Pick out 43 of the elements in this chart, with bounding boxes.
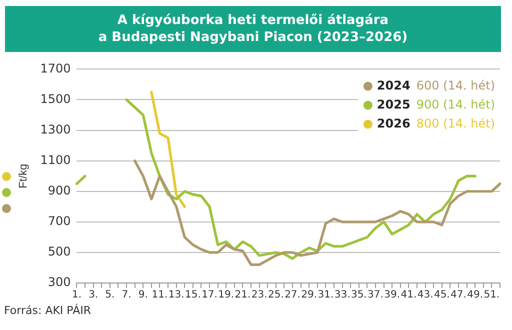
- x-tick-label: 19.: [218, 290, 234, 301]
- x-tick-label: 37.: [368, 290, 384, 301]
- chart-title: A kígyóuborka heti termelői átlagára a Budapesti Nagybani Piacon (2023–2026): [5, 6, 501, 52]
- x-tick-label: 11.: [152, 290, 168, 301]
- x-tick-label: 9.: [138, 290, 148, 301]
- x-tick-label: 31.: [318, 290, 334, 301]
- x-tick-label: 7.: [122, 290, 132, 301]
- y-tick-label: 700: [48, 214, 71, 228]
- x-tick-label: 49.: [467, 290, 484, 301]
- y-axis-title: Ft/kg: [18, 164, 30, 188]
- x-tick-label: 47.: [450, 290, 466, 301]
- x-tick-label: 33.: [334, 290, 350, 301]
- x-tick-label: 1.: [72, 290, 82, 301]
- legend-label: 2026: [376, 116, 410, 130]
- x-tick-label: 51.: [484, 290, 500, 301]
- y-tick-label: 1700: [40, 61, 71, 76]
- x-tick-label: 41.: [400, 290, 417, 301]
- x-tick-label: 17.: [202, 290, 218, 301]
- legend-label: 2024: [376, 78, 410, 92]
- y-tick-label: 500: [48, 244, 71, 259]
- y-tick-label: 300: [48, 275, 71, 290]
- x-tick-label: 13.: [168, 290, 184, 301]
- y-tick-label: 1500: [40, 92, 71, 106]
- y-tick-label: 1100: [40, 152, 71, 167]
- x-tick-label: 21.: [234, 290, 251, 301]
- legend-label: 2025: [376, 97, 410, 112]
- annotation: 600 (14. hét): [416, 78, 496, 92]
- x-tick-label: 43.: [417, 290, 434, 301]
- x-tick-label: 45.: [434, 290, 450, 301]
- annotation: 900 (14. hét): [416, 97, 496, 112]
- x-tick-label: 27.: [284, 290, 300, 301]
- text: Forrás: AKI PÁIR: [4, 304, 92, 317]
- x-tick-label: 5.: [105, 290, 115, 301]
- annotation: 800 (14. hét): [416, 116, 496, 130]
- x-tick-label: 25.: [268, 290, 284, 301]
- x-tick-label: 23.: [251, 290, 268, 301]
- x-tick-label: 29.: [301, 290, 318, 301]
- x-tick-label: 15.: [184, 290, 201, 301]
- x-tick-label: 39.: [384, 290, 400, 301]
- x-tick-label: 3.: [88, 290, 98, 301]
- x-tick-label: 35.: [350, 290, 367, 301]
- y-tick-label: 900: [48, 183, 71, 198]
- y-tick-label: 1300: [40, 122, 71, 136]
